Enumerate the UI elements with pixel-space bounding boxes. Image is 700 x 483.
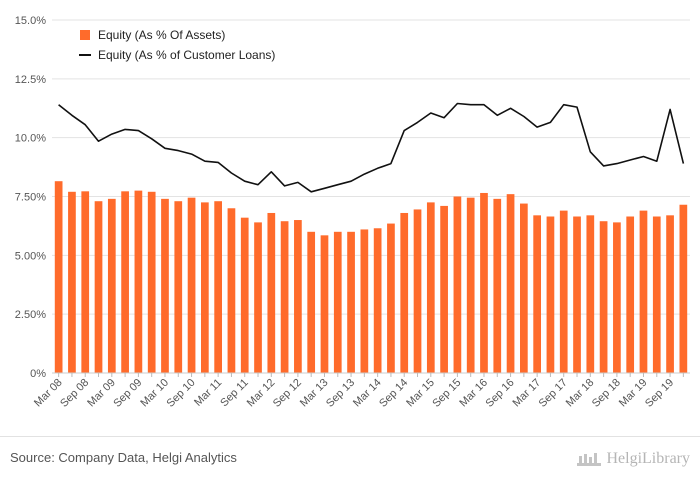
legend-label-assets: Equity (As % Of Assets) (98, 28, 225, 42)
legend: Equity (As % Of Assets) Equity (As % of C… (79, 28, 275, 62)
y-tick-label: 10.0% (15, 133, 46, 145)
bar (240, 217, 249, 373)
bar (347, 231, 355, 373)
footer-divider (0, 436, 700, 437)
bar (533, 215, 542, 373)
x-tick-label: Mar 13 (298, 377, 331, 410)
bar (519, 203, 528, 373)
brand-logo: HelgiLibrary (576, 448, 690, 470)
bar (652, 216, 661, 373)
bar (626, 216, 635, 373)
x-tick-label: Sep 13 (324, 377, 357, 410)
bar (121, 191, 129, 373)
brand-name: HelgiLibrary (606, 450, 690, 467)
legend-label-loans: Equity (As % of Customer Loans) (98, 48, 275, 62)
x-tick-label: Sep 10 (165, 377, 198, 410)
x-tick-label: Mar 09 (85, 377, 118, 410)
bar (440, 205, 448, 373)
bar-series (54, 181, 688, 373)
bar (493, 198, 502, 373)
line-series (58, 102, 685, 193)
bar (320, 235, 329, 373)
x-tick-label: Sep 18 (590, 377, 623, 410)
x-tick-label: Mar 15 (404, 377, 437, 410)
x-tick-label: Mar 08 (32, 377, 65, 410)
x-tick-label: Sep 14 (377, 377, 410, 410)
y-tick-label: 12.5% (15, 74, 46, 86)
bar (200, 202, 209, 373)
x-tick-label: Mar 16 (457, 377, 490, 410)
series-line (58, 102, 685, 193)
bar (586, 215, 595, 373)
bar (453, 196, 462, 373)
bar (227, 208, 236, 373)
bar (294, 220, 302, 373)
bar (254, 222, 262, 373)
bar (174, 201, 183, 373)
bar (68, 191, 76, 373)
bar (134, 190, 143, 373)
x-tick-label: Sep 19 (643, 377, 676, 410)
x-tick-label: Mar 12 (245, 377, 278, 410)
y-axis: 0% 2.50% 5.00% 7.50% 10.0% 12.5% 15.0% (15, 15, 46, 380)
x-tick-label: Mar 17 (511, 377, 544, 410)
bar (280, 221, 289, 373)
bar (599, 221, 608, 373)
bar (480, 192, 488, 373)
bar (387, 223, 395, 373)
legend-swatch-bar (80, 30, 90, 40)
bar (506, 194, 515, 373)
bar (81, 191, 90, 373)
bar (559, 210, 568, 373)
bar (187, 197, 196, 373)
x-tick-label: Sep 17 (537, 377, 570, 410)
gridlines (52, 19, 690, 374)
bar (267, 212, 276, 373)
x-tick-label: Mar 10 (138, 377, 171, 410)
bar (54, 181, 63, 373)
y-tick-label: 0% (30, 368, 46, 380)
bar (161, 198, 169, 373)
bar (107, 198, 116, 373)
bar (307, 231, 316, 373)
bar (639, 210, 648, 373)
y-tick-label: 2.50% (15, 309, 46, 321)
bar (466, 197, 475, 373)
y-tick-label: 5.00% (15, 250, 46, 262)
x-tick-label: Sep 15 (430, 377, 463, 410)
bar (679, 204, 688, 373)
x-tick-label: Mar 19 (617, 377, 650, 410)
bar (214, 201, 223, 373)
y-tick-label: 7.50% (15, 192, 46, 204)
x-tick-label: Mar 18 (564, 377, 597, 410)
x-tick-label: Sep 16 (484, 377, 517, 410)
y-tick-label: 15.0% (15, 15, 46, 27)
bar (147, 191, 156, 373)
x-tick-label: Sep 11 (218, 377, 251, 410)
x-tick-label: Mar 14 (351, 377, 384, 410)
bar (400, 212, 409, 373)
bar (373, 228, 382, 373)
x-tick-label: Sep 12 (271, 377, 304, 410)
x-tick-label: Sep 09 (111, 377, 144, 410)
bar (613, 222, 621, 373)
bar (546, 216, 555, 373)
bar (426, 202, 435, 373)
x-tick-label: Sep 08 (58, 377, 91, 410)
bar (360, 229, 369, 373)
bar (333, 231, 342, 373)
bar (94, 201, 103, 373)
source-note: Source: Company Data, Helgi Analytics (10, 450, 237, 465)
bar (413, 209, 422, 373)
bar (666, 215, 674, 373)
bar (573, 216, 581, 373)
chart-svg: 0%2.50%5.00%7.50%10.0%12.5%15.0% Mar 08S… (15, 15, 690, 410)
library-icon (577, 453, 602, 466)
x-tick-label: Mar 11 (192, 377, 224, 409)
